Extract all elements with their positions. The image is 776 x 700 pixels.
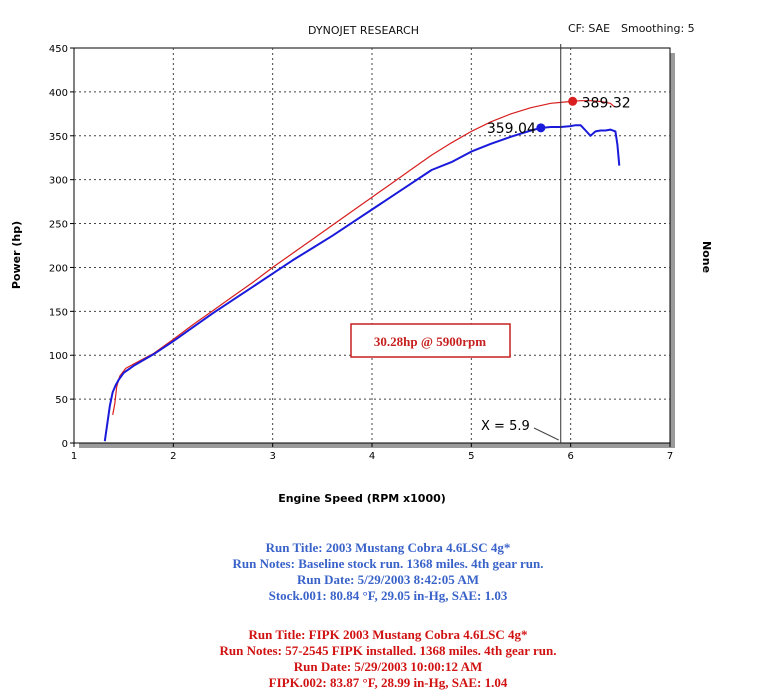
y-tick-label: 100 <box>49 351 68 362</box>
x-tick-label: 3 <box>269 451 275 462</box>
cursor-leader-line <box>533 427 559 441</box>
x-tick-label: 2 <box>170 451 176 462</box>
baseline-run-title: Run Title: 2003 Mustang Cobra 4.6LSC 4g* <box>265 540 511 555</box>
fipk-run-notes: Run Title: FIPK 2003 Mustang Cobra 4.6LS… <box>0 627 776 691</box>
baseline-peak-marker <box>536 123 546 133</box>
y-tick-label: 0 <box>62 439 68 450</box>
baseline-peak-label: 359.04 <box>487 121 536 137</box>
fipk-run-title: Run Title: FIPK 2003 Mustang Cobra 4.6LS… <box>248 627 528 642</box>
baseline-run-notes-line: Run Notes: Baseline stock run. 1368 mile… <box>232 556 544 571</box>
x-tick-label: 7 <box>667 451 673 462</box>
y-tick-label: 150 <box>49 307 68 318</box>
y-tick-label: 200 <box>49 263 68 274</box>
chart-header-title: DYNOJET RESEARCH <box>308 24 419 37</box>
fipk-run-notes-line: Run Notes: 57-2545 FIPK installed. 1368 … <box>219 643 557 658</box>
gain-annotation: 30.28hp @ 5900rpm <box>374 334 486 349</box>
smoothing-label: Smoothing: 5 <box>621 22 695 35</box>
y-axis-label: Power (hp) <box>10 221 23 289</box>
y-tick-label: 450 <box>49 44 68 55</box>
x-tick-label: 4 <box>369 451 375 462</box>
x-axis-label: Engine Speed (RPM x1000) <box>278 492 446 505</box>
y-tick-label: 300 <box>49 176 68 187</box>
y-tick-label: 400 <box>49 88 68 99</box>
dyno-chart: 0 50 100 150 200 250 300 350 400 450 1 2 3 4 5 6 7 Engin… <box>10 44 713 505</box>
baseline-run-date: Run Date: 5/29/2003 8:42:05 AM <box>297 572 479 587</box>
fipk-run-conditions: FIPK.002: 83.87 °F, 28.99 in-Hg, SAE: 1.… <box>268 675 508 690</box>
x-tick-label: 5 <box>468 451 474 462</box>
y-tick-label: 50 <box>55 395 68 406</box>
fipk-peak-marker <box>568 96 578 106</box>
right-axis-label: None <box>700 241 713 273</box>
fipk-run-date: Run Date: 5/29/2003 10:00:12 AM <box>293 659 483 674</box>
x-tick-label: 1 <box>71 451 77 462</box>
y-tick-label: 350 <box>49 132 68 143</box>
baseline-power-line <box>103 124 621 442</box>
x-tick-label: 6 <box>567 451 573 462</box>
y-tick-label: 250 <box>49 220 68 231</box>
baseline-run-conditions: Stock.001: 80.84 °F, 29.05 in-Hg, SAE: 1… <box>268 588 508 603</box>
fipk-power-line <box>112 100 615 416</box>
cf-label: CF: SAE <box>568 22 611 35</box>
gain-annotation-box <box>350 323 511 358</box>
baseline-run-notes: Run Title: 2003 Mustang Cobra 4.6LSC 4g*… <box>0 540 776 604</box>
fipk-peak-label: 389.32 <box>582 95 631 111</box>
cursor-readout: X = 5.9 <box>481 419 530 434</box>
